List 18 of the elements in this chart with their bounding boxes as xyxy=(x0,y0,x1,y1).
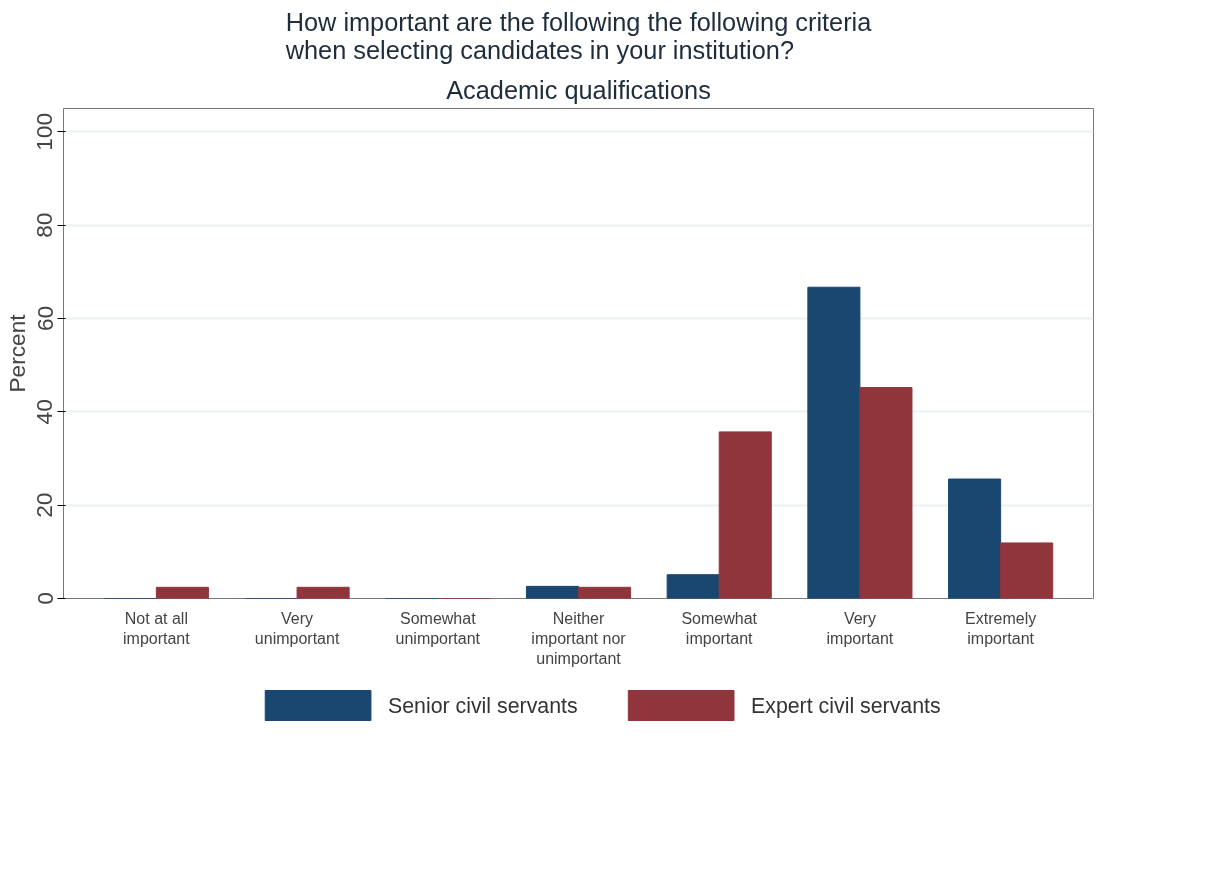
x-tick-label: Somewhat unimportant xyxy=(395,609,481,647)
chart-subtitle: Academic qualifications xyxy=(446,75,711,104)
legend-label: Senior civil servants xyxy=(387,693,578,718)
y-tick-label: 100 xyxy=(31,112,58,151)
y-tick-label: 80 xyxy=(31,212,58,238)
x-tick-label: Neither important nor unimportant xyxy=(531,609,627,668)
y-tick-label: 60 xyxy=(31,305,58,332)
x-tick-label: Very important xyxy=(826,609,894,647)
x-tick-label: Extremely important xyxy=(965,609,1037,647)
y-axis-title: Percent xyxy=(3,313,30,393)
x-tick-label: Not at all important xyxy=(123,609,191,647)
y-tick-label: 0 xyxy=(31,592,58,605)
y-tick-label: 40 xyxy=(31,399,58,425)
y-tick-label: 20 xyxy=(31,492,58,518)
chart-title: How important are the following the following criteria when selecting candidates in your institution? xyxy=(284,7,873,64)
x-tick-label: Very unimportant xyxy=(254,609,340,647)
x-tick-label: Somewhat important xyxy=(681,609,758,647)
legend-label: Expert civil servants xyxy=(751,693,941,718)
